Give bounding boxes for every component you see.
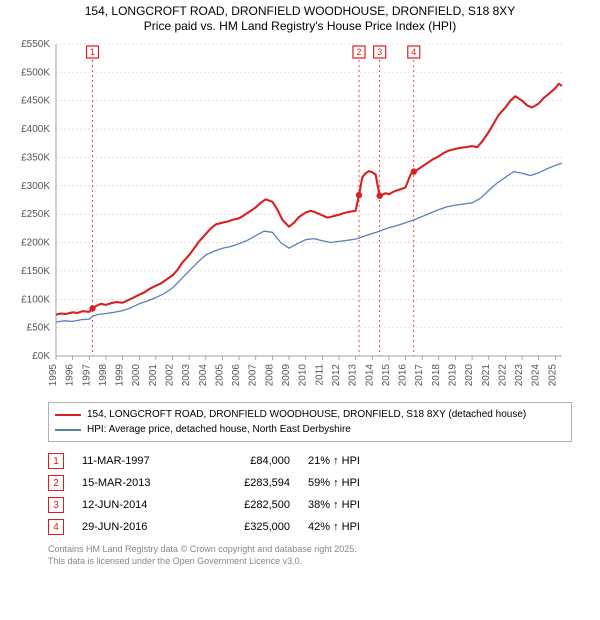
legend-item: HPI: Average price, detached house, Nort…	[55, 422, 565, 437]
line-chart: £0K £50K £100K £150K £200K £250K £300K £350K £40…	[10, 36, 570, 396]
svg-text:1997: 1997	[81, 364, 92, 387]
footnote-line-1: Contains HM Land Registry data © Crown c…	[48, 544, 572, 556]
legend-item: 154, LONGCROFT ROAD, DRONFIELD WOODHOUSE…	[55, 407, 565, 422]
svg-text:2022: 2022	[497, 364, 508, 387]
svg-text:2004: 2004	[198, 364, 209, 387]
transaction-date: 15-MAR-2013	[82, 477, 192, 489]
svg-text:2: 2	[357, 47, 362, 57]
title-line-2: Price paid vs. HM Land Registry's House …	[10, 19, 590, 34]
transaction-date: 12-JUN-2014	[82, 499, 192, 511]
svg-text:2012: 2012	[331, 364, 342, 387]
svg-text:2018: 2018	[431, 364, 442, 387]
svg-text:£200K: £200K	[21, 238, 50, 249]
svg-text:£150K: £150K	[21, 266, 50, 277]
svg-text:2011: 2011	[314, 364, 325, 386]
svg-text:2005: 2005	[214, 364, 225, 387]
footnote: Contains HM Land Registry data © Crown c…	[48, 544, 572, 567]
svg-text:2017: 2017	[414, 364, 425, 387]
transaction-pct: 21% ↑ HPI	[308, 455, 408, 467]
svg-text:2021: 2021	[481, 364, 492, 387]
svg-text:£250K: £250K	[21, 209, 50, 220]
svg-text:2020: 2020	[464, 364, 475, 387]
svg-text:2001: 2001	[148, 364, 159, 387]
svg-text:2000: 2000	[131, 364, 142, 387]
svg-text:2016: 2016	[398, 364, 409, 387]
legend-label: 154, LONGCROFT ROAD, DRONFIELD WOODHOUSE…	[87, 407, 526, 422]
svg-text:2003: 2003	[181, 364, 192, 387]
legend-swatch	[55, 429, 81, 431]
transaction-price: £283,594	[210, 477, 290, 489]
svg-text:4: 4	[411, 47, 416, 57]
svg-text:£50K: £50K	[27, 323, 51, 334]
transaction-row: 4 29-JUN-2016 £325,000 42% ↑ HPI	[48, 516, 572, 538]
svg-text:2008: 2008	[264, 364, 275, 387]
svg-text:2007: 2007	[248, 364, 259, 387]
title-line-1: 154, LONGCROFT ROAD, DRONFIELD WOODHOUSE…	[10, 4, 590, 19]
svg-text:2009: 2009	[281, 364, 292, 387]
svg-text:£350K: £350K	[21, 152, 50, 163]
transaction-marker: 1	[48, 453, 64, 469]
transaction-date: 11-MAR-1997	[82, 455, 192, 467]
transaction-price: £325,000	[210, 521, 290, 533]
svg-text:1999: 1999	[115, 364, 126, 387]
transaction-marker: 3	[48, 497, 64, 513]
svg-text:2006: 2006	[231, 364, 242, 387]
svg-text:2002: 2002	[165, 364, 176, 387]
footnote-line-2: This data is licensed under the Open Gov…	[48, 556, 572, 568]
svg-text:£0K: £0K	[32, 351, 50, 362]
chart-area: £0K £50K £100K £150K £200K £250K £300K £350K £40…	[10, 36, 590, 396]
svg-text:1998: 1998	[98, 364, 109, 387]
svg-text:£300K: £300K	[21, 181, 50, 192]
transaction-pct: 59% ↑ HPI	[308, 477, 408, 489]
svg-text:2025: 2025	[547, 364, 558, 387]
svg-text:£450K: £450K	[21, 96, 50, 107]
transaction-pct: 42% ↑ HPI	[308, 521, 408, 533]
svg-text:1996: 1996	[65, 364, 76, 387]
svg-text:2019: 2019	[447, 364, 458, 387]
svg-text:£400K: £400K	[21, 124, 50, 135]
svg-text:3: 3	[377, 47, 382, 57]
transaction-pct: 38% ↑ HPI	[308, 499, 408, 511]
svg-text:2014: 2014	[364, 364, 375, 387]
transaction-price: £282,500	[210, 499, 290, 511]
svg-text:2015: 2015	[381, 364, 392, 387]
transaction-row: 2 15-MAR-2013 £283,594 59% ↑ HPI	[48, 472, 572, 494]
transaction-row: 3 12-JUN-2014 £282,500 38% ↑ HPI	[48, 494, 572, 516]
transaction-row: 1 11-MAR-1997 £84,000 21% ↑ HPI	[48, 450, 572, 472]
chart-title: 154, LONGCROFT ROAD, DRONFIELD WOODHOUSE…	[0, 0, 600, 34]
transactions-table: 1 11-MAR-1997 £84,000 21% ↑ HPI 2 15-MAR-2013…	[48, 450, 572, 538]
svg-text:2023: 2023	[514, 364, 525, 387]
svg-text:2010: 2010	[298, 364, 309, 387]
svg-text:£550K: £550K	[21, 39, 50, 50]
svg-text:£500K: £500K	[21, 67, 50, 78]
transaction-date: 29-JUN-2016	[82, 521, 192, 533]
legend: 154, LONGCROFT ROAD, DRONFIELD WOODHOUSE…	[48, 402, 572, 442]
svg-text:2013: 2013	[348, 364, 359, 387]
transaction-marker: 2	[48, 475, 64, 491]
legend-swatch	[55, 414, 81, 416]
svg-text:2024: 2024	[531, 364, 542, 387]
svg-text:1995: 1995	[48, 364, 59, 387]
svg-text:1: 1	[90, 47, 95, 57]
transaction-marker: 4	[48, 519, 64, 535]
svg-text:£100K: £100K	[21, 294, 50, 305]
transaction-price: £84,000	[210, 455, 290, 467]
legend-label: HPI: Average price, detached house, Nort…	[87, 422, 351, 437]
